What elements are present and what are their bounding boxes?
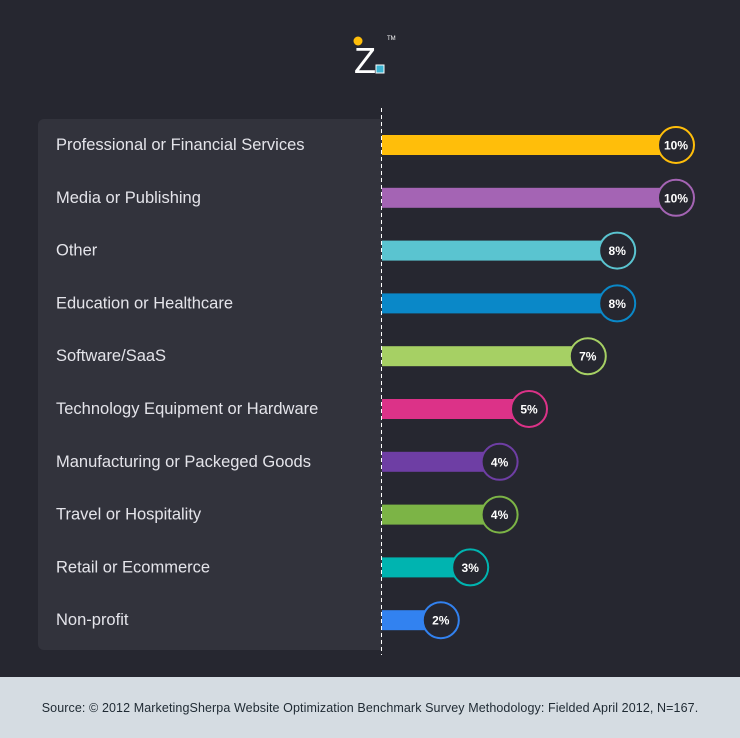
value-label: 8% xyxy=(609,244,627,258)
value-badge xyxy=(480,442,519,481)
value-badge xyxy=(510,390,548,428)
bar xyxy=(382,451,500,472)
bar xyxy=(382,504,500,525)
logo-teal-square xyxy=(375,64,385,74)
value-label: 10% xyxy=(664,139,688,153)
value-label: 4% xyxy=(491,508,509,522)
logo-trademark: TM xyxy=(387,36,396,42)
value-badge xyxy=(598,231,637,270)
value-label: 8% xyxy=(609,297,627,311)
value-badge xyxy=(568,337,607,376)
category-label: Technology Equipment or Hardware xyxy=(56,400,318,418)
value-badge xyxy=(451,548,490,587)
brand-logo: Z TM xyxy=(353,36,396,80)
value-badge xyxy=(421,601,460,640)
category-label: Non-profit xyxy=(56,611,129,629)
category-label: Other xyxy=(56,242,98,260)
category-label-panel xyxy=(38,119,382,650)
category-label: Professional or Financial Services xyxy=(56,136,305,154)
logo-yellow-dot xyxy=(353,36,363,46)
category-label: Retail or Ecommerce xyxy=(56,558,210,576)
value-label: 3% xyxy=(462,561,480,575)
value-label: 2% xyxy=(432,614,450,628)
value-label: 7% xyxy=(579,350,597,364)
bar xyxy=(382,346,588,367)
category-label: Software/SaaS xyxy=(56,347,166,365)
value-label: 10% xyxy=(664,191,688,205)
category-label: Education or Healthcare xyxy=(56,294,233,312)
value-label: 5% xyxy=(520,403,538,417)
value-badge xyxy=(598,284,637,323)
source-note: Source: © 2012 MarketingSherpa Website O… xyxy=(41,700,699,715)
value-badge xyxy=(480,495,519,534)
bar xyxy=(382,240,618,261)
bar xyxy=(382,135,676,155)
bar xyxy=(382,557,471,578)
bar xyxy=(382,399,529,419)
footer: Source: © 2012 MarketingSherpa Website O… xyxy=(0,677,740,738)
value-badge xyxy=(657,126,695,164)
bar xyxy=(382,293,618,314)
bar xyxy=(382,187,676,208)
value-badge xyxy=(657,178,695,217)
category-label: Media or Publishing xyxy=(56,189,201,207)
value-label: 4% xyxy=(491,455,509,469)
bar-chart: Professional or Financial Services 10% Med… xyxy=(56,108,695,655)
category-label: Manufacturing or Packeged Goods xyxy=(56,453,311,471)
logo-letter: Z xyxy=(354,40,376,80)
category-label: Travel or Hospitality xyxy=(56,506,202,524)
